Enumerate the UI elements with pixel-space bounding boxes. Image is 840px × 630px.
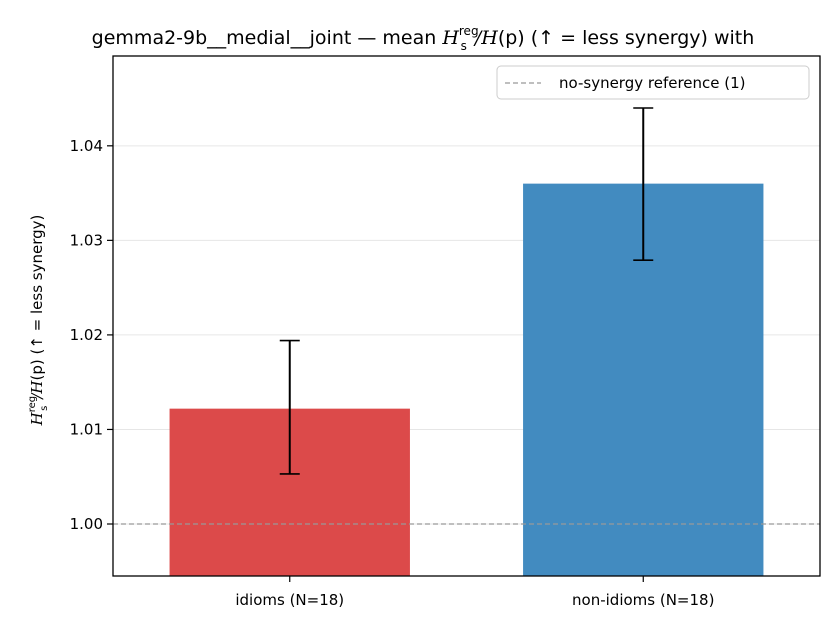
y-axis-label: Hregs/H(p) (↑ = less synergy) xyxy=(27,215,50,427)
legend-reference-label: no-synergy reference (1) xyxy=(559,74,746,92)
y-tick-label: 1.03 xyxy=(70,231,103,249)
x-tick-label: idioms (N=18) xyxy=(235,591,344,609)
y-axis-ticks: 1.00 1.01 1.02 1.03 1.04 xyxy=(70,137,113,533)
x-axis-ticks: idioms (N=18) non-idioms (N=18) xyxy=(235,576,714,609)
plot-frame xyxy=(112,55,821,577)
legend-box xyxy=(496,65,810,100)
legend: no-synergy reference (1) xyxy=(496,65,810,100)
bars xyxy=(169,183,764,577)
error-bars xyxy=(279,107,654,475)
y-tick-label: 1.01 xyxy=(70,420,103,438)
y-tick-label: 1.00 xyxy=(70,515,103,533)
y-tick-label: 1.02 xyxy=(70,326,103,344)
x-tick-label: non-idioms (N=18) xyxy=(572,591,714,609)
y-tick-label: 1.04 xyxy=(70,137,103,155)
chart-title: gemma2-9b__medial__joint — mean Hreg s/H(… xyxy=(92,24,755,53)
